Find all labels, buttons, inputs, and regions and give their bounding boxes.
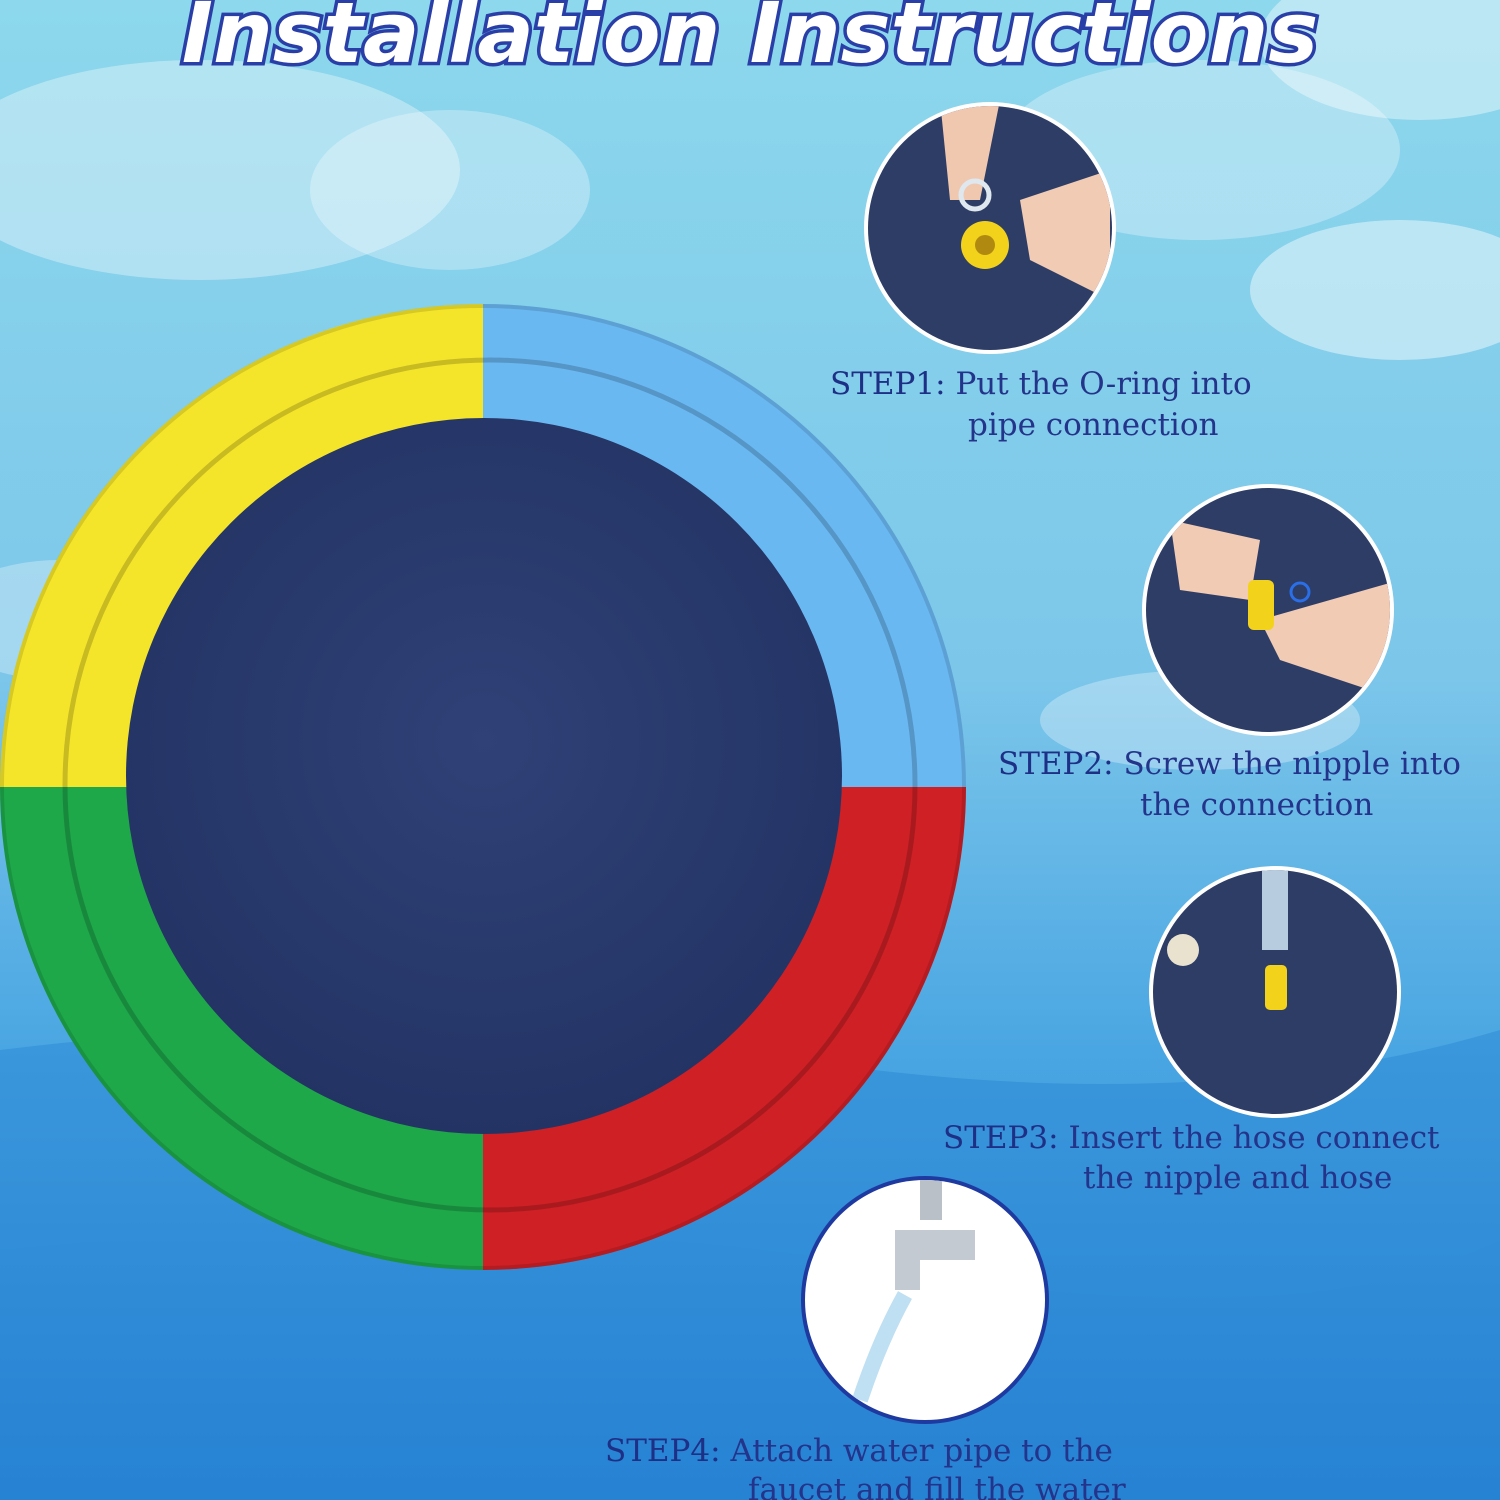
hands-screwing-nipple-photo bbox=[1146, 488, 1390, 732]
hose-and-nipple-photo bbox=[1153, 870, 1397, 1114]
svg-text:the connection: the connection bbox=[1140, 787, 1373, 823]
svg-text:faucet and fill the water: faucet and fill the water bbox=[748, 1472, 1126, 1500]
step-4: STEP4: Attach water pipe to the faucet a… bbox=[605, 1176, 1126, 1500]
pool-floor bbox=[126, 418, 842, 1134]
svg-text:STEP1: Put the O-ring into: STEP1: Put the O-ring into bbox=[830, 366, 1252, 402]
step-3: STEP3: Insert the hose connect the nippl… bbox=[943, 866, 1440, 1196]
step-2: STEP2: Screw the nipple into the connect… bbox=[998, 484, 1461, 823]
svg-text:STEP2: Screw the nipple into: STEP2: Screw the nipple into bbox=[998, 746, 1461, 782]
pool-illustration bbox=[0, 304, 966, 1270]
svg-text:pipe connection: pipe connection bbox=[968, 407, 1219, 443]
page-title: Installation Instructions bbox=[182, 0, 1319, 82]
faucet-with-hose-photo bbox=[852, 1180, 975, 1403]
svg-text:STEP3: Insert the hose connect: STEP3: Insert the hose connect bbox=[943, 1120, 1440, 1156]
svg-text:STEP4: Attach water pipe to th: STEP4: Attach water pipe to the bbox=[605, 1433, 1113, 1469]
step-1: STEP1: Put the O-ring into pipe connecti… bbox=[830, 102, 1252, 443]
hands-inserting-o-ring-photo bbox=[868, 106, 1112, 350]
svg-text:the nipple and hose: the nipple and hose bbox=[1083, 1160, 1392, 1196]
